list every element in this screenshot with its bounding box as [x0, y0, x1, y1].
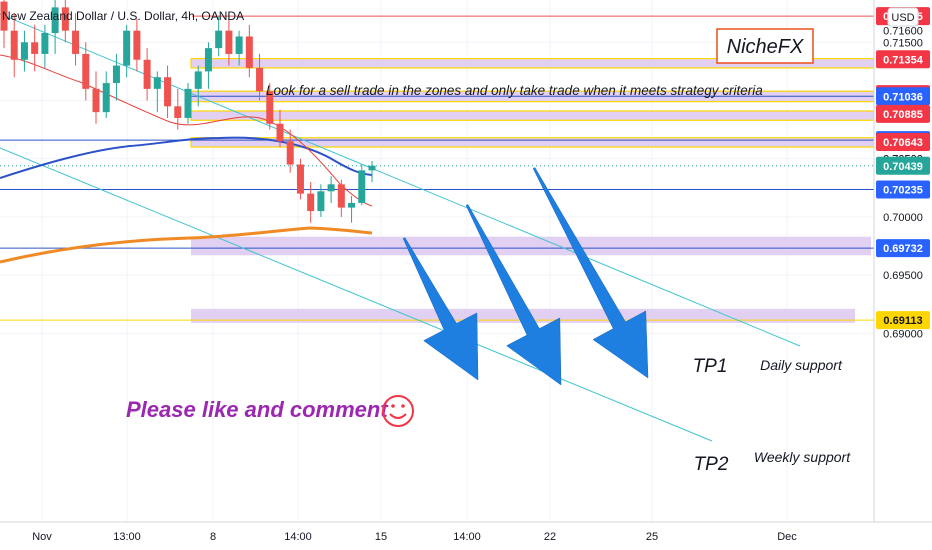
price-tag-box: [876, 180, 930, 199]
sell-arrow: [465, 204, 562, 386]
candle-body: [72, 30, 80, 54]
candle-body: [133, 30, 141, 60]
channel-lower-line: [0, 147, 713, 442]
candle-body: [153, 77, 161, 89]
price-tag-box: [876, 156, 930, 175]
candle-body: [327, 184, 335, 192]
price-tag-box: [876, 311, 930, 330]
time-tick-label: 25: [646, 531, 658, 543]
sell-arrows: [402, 167, 649, 386]
moving-averages: [0, 54, 373, 264]
time-tick-label: Nov: [32, 531, 52, 543]
candle-body: [276, 123, 284, 142]
candle-body: [317, 191, 325, 212]
candle-body: [358, 170, 366, 203]
time-tick-label: 22: [544, 531, 556, 543]
price-tag-box: [876, 104, 930, 123]
candle-body: [31, 42, 39, 54]
price-tag-label: 0.69113: [883, 315, 922, 327]
strategy-note: Look for a sell trade in the zones and o…: [266, 83, 763, 98]
candle-body: [266, 91, 274, 124]
channel-upper-line: [0, 13, 801, 347]
candle-body: [184, 88, 192, 118]
candle-body: [296, 164, 304, 194]
time-tick-label: 14:00: [453, 531, 481, 543]
symbol-title: New Zealand Dollar / U.S. Dollar, 4h, OA…: [2, 9, 244, 23]
tp1-description: Daily support: [760, 357, 843, 373]
candle-body: [82, 53, 90, 89]
time-tick-label: 15: [375, 531, 387, 543]
zone-rect: [191, 236, 871, 256]
candle-body: [112, 65, 120, 84]
brand-label: NicheFX: [727, 36, 804, 58]
candle-body: [41, 32, 49, 54]
ma-blue-line: [0, 136, 373, 179]
price-tag-box: [876, 50, 930, 69]
candle-body: [61, 7, 69, 31]
currency-button-label[interactable]: USD: [891, 12, 914, 24]
currency-button[interactable]: [887, 7, 919, 27]
candle-body: [123, 30, 131, 66]
sell-arrow: [402, 237, 479, 381]
candle-body: [286, 141, 294, 165]
price-axis-panel[interactable]: [874, 0, 932, 522]
candlesticks: [0, 0, 376, 223]
price-tag-label: 0.69732: [883, 243, 923, 255]
tp2-description: Weekly support: [754, 449, 851, 465]
sell-arrow: [532, 167, 649, 379]
candle-body: [337, 184, 345, 208]
candle-body: [10, 30, 18, 60]
time-axis-ticks: Nov 13:00 8 14:00 15 14:00 22 25 Dec: [32, 531, 797, 543]
ma-orange-line: [0, 226, 373, 264]
candle-body: [368, 165, 376, 171]
candle-body: [20, 42, 28, 60]
price-tick-label: 0.70000: [883, 212, 923, 224]
candle-body: [225, 30, 233, 54]
tp1-label: TP1: [693, 356, 728, 377]
candle-body: [194, 71, 202, 89]
candle-body: [307, 193, 315, 212]
price-tick-label: 0.71500: [883, 37, 923, 49]
candle-body: [348, 202, 356, 208]
horizontal-levels: [0, 15, 874, 321]
candle-body: [143, 59, 151, 89]
candle-body: [245, 36, 253, 68]
ma-red-line: [0, 54, 373, 207]
time-tick-label: Dec: [777, 531, 797, 543]
time-tick-label: 8: [210, 531, 216, 543]
price-tag-label: 0.70885: [883, 109, 923, 121]
candle-body: [256, 67, 264, 92]
call-to-action: Please like and comment: [126, 397, 389, 422]
time-tick-label: 13:00: [113, 531, 141, 543]
price-tick-label: 0.69000: [883, 328, 923, 340]
time-axis-panel[interactable]: [0, 522, 932, 550]
price-tag-box: [876, 239, 930, 258]
candle-body: [51, 7, 59, 33]
candle-body: [204, 48, 212, 72]
price-tag-label: 0.70439: [883, 161, 923, 173]
brand-box: [716, 28, 814, 64]
candle-body: [102, 83, 110, 113]
candle-body: [92, 88, 100, 113]
price-tick-label: 0.69500: [883, 270, 923, 282]
tp2-label: TP2: [694, 454, 729, 475]
zone-rect: [190, 110, 875, 121]
price-tag-label: 0.70235: [883, 185, 923, 197]
price-tag-label: 0.71036: [883, 91, 923, 103]
price-tags: 0.717250.713540.710550.710360.708850.706…: [876, 7, 930, 330]
smiley-icon: [382, 395, 414, 427]
candle-body: [0, 1, 8, 31]
price-tag-box: [876, 87, 930, 106]
candle-body: [174, 106, 182, 118]
candle-body: [164, 77, 172, 107]
time-tick-label: 14:00: [284, 531, 312, 543]
price-tick-label: 0.71600: [883, 26, 923, 38]
descending-channel: [0, 13, 801, 442]
candle-body: [235, 36, 243, 54]
candle-body: [215, 30, 223, 49]
price-tag-label: 0.71354: [883, 54, 924, 66]
price-tag-label: 0.70643: [883, 137, 923, 149]
price-tag-box: [876, 133, 930, 152]
